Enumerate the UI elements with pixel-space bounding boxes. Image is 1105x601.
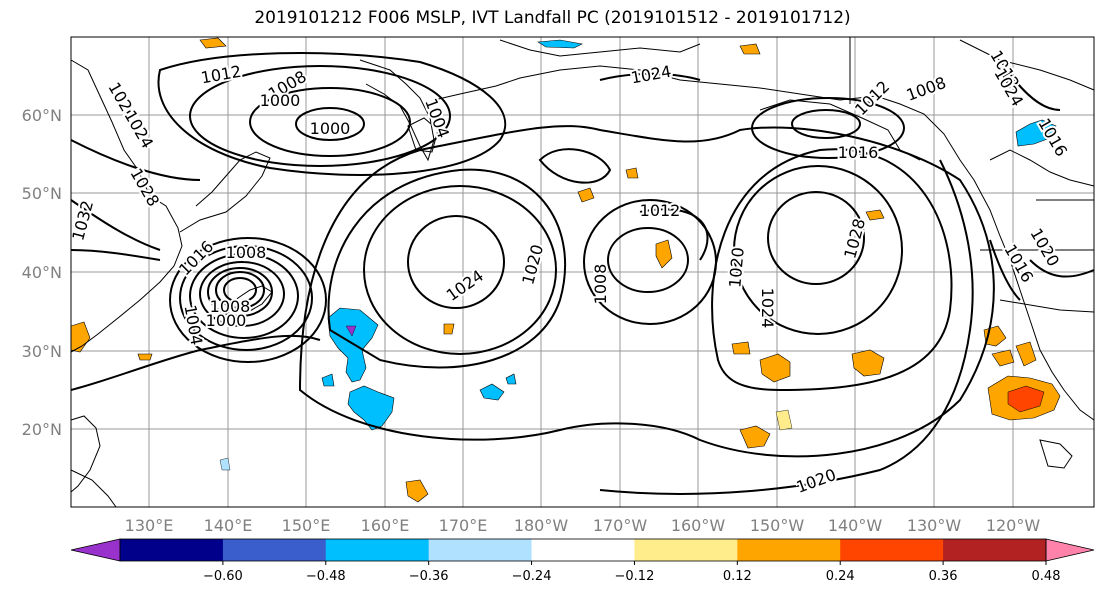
colorbar-tick-label: 0.48: [1032, 569, 1061, 584]
ivt-positive-patch: [991, 349, 1015, 367]
contour-label: 1012: [640, 201, 681, 220]
longitude-label: 150°W: [750, 516, 805, 535]
ivt-positive-patch: [577, 187, 595, 203]
longitude-label: 180°W: [514, 516, 569, 535]
longitude-label: 150°E: [282, 516, 331, 535]
latitude-label: 20°N: [22, 420, 62, 439]
ivt-positive-patch: [739, 43, 761, 55]
mslp-contours: [70, 51, 1095, 495]
colorbar-swatch: [840, 539, 944, 561]
colorbar-tick-label: 0.36: [929, 569, 958, 584]
ivt-positive-patch: [775, 409, 793, 431]
contour-label: 1008: [210, 297, 251, 316]
contour-label: 1008: [591, 264, 610, 305]
latitude-label: 60°N: [22, 106, 62, 125]
latitude-labels: 60°N 50°N 40°N 30°N 20°N: [22, 106, 62, 439]
colorbar-tick-label: −0.12: [615, 569, 655, 584]
colorbar-tick-label: 0.12: [723, 569, 752, 584]
ivt-positive-patch: [851, 349, 885, 377]
latitude-label: 50°N: [22, 184, 62, 203]
colorbar-swatch: [428, 539, 533, 561]
contour-label: 1000: [260, 91, 301, 110]
ivt-positive-patch: [625, 167, 639, 179]
ivt-negative-patch: [219, 457, 231, 471]
contour-label: 1016: [838, 143, 879, 162]
ivt-positive-patch: [1007, 385, 1045, 413]
longitude-label: 130°E: [125, 516, 174, 535]
colorbar: −0.60 −0.48 −0.36 −0.24 −0.12 0.12 0.24 0.36 0.4…: [70, 538, 1095, 584]
map-title: 2019101212 F006 MSLP, IVT Landfall PC (2…: [254, 8, 851, 28]
longitude-label: 170°W: [593, 516, 648, 535]
ivt-positive-patch: [731, 341, 751, 355]
longitude-label: 160°W: [671, 516, 726, 535]
longitude-label: 140°W: [828, 516, 883, 535]
longitude-labels: 130°E 140°E 150°E 160°E 170°E 180°W 170°W 160°W…: [125, 516, 1041, 535]
ivt-negative-patch: [327, 307, 379, 383]
colorbar-tick-label: −0.36: [409, 569, 449, 584]
ivt-negative-patch: [347, 385, 395, 431]
colorbar-tick-label: −0.24: [512, 569, 552, 584]
contour-label: 1024: [758, 288, 777, 329]
colorbar-extend-high: [1045, 538, 1095, 562]
ivt-negative-patch: [505, 373, 517, 385]
ivt-negative-patch: [321, 373, 335, 387]
ivt-positive-patch: [443, 323, 455, 335]
colorbar-swatch: [531, 539, 635, 561]
ivt-negative-patch: [479, 383, 505, 401]
colorbar-swatch: [943, 539, 1047, 561]
colorbar-swatch: [325, 539, 430, 561]
longitude-label: 170°E: [439, 516, 488, 535]
ivt-positive-patch: [137, 353, 153, 361]
colorbar-frame: [119, 538, 1047, 562]
ivt-negative-patch: [345, 325, 357, 337]
colorbar-swatch: [120, 539, 224, 561]
ivt-negative-patch: [1015, 119, 1057, 147]
longitude-label: 130°W: [907, 516, 962, 535]
ivt-positive-patch: [739, 425, 771, 449]
colorbar-tick-label: −0.48: [306, 569, 346, 584]
longitude-label: 140°E: [204, 516, 253, 535]
ivt-positive-patch: [655, 239, 673, 269]
contour-label: 1008: [226, 243, 267, 262]
contour-label: 1020: [725, 246, 747, 288]
ivt-positive-patch: [1015, 341, 1037, 367]
colorbar-tick-label: 0.24: [826, 569, 855, 584]
colorbar-swatch: [737, 539, 841, 561]
latitude-label: 30°N: [22, 342, 62, 361]
ivt-positive-patch: [759, 353, 791, 383]
contour-label: 1000: [310, 119, 351, 138]
contour-label: 1000: [206, 311, 247, 330]
longitude-label: 120°W: [986, 516, 1041, 535]
ivt-positive-patch: [865, 209, 885, 221]
ivt-negative-patch: [537, 39, 583, 49]
colorbar-extend-low: [70, 538, 121, 562]
latitude-label: 40°N: [22, 263, 62, 282]
colorbar-swatch: [222, 539, 327, 561]
ivt-positive-patch: [199, 37, 227, 49]
colorbar-swatch: [634, 539, 738, 561]
colorbar-tick-label: −0.60: [203, 569, 243, 584]
coastlines: [70, 37, 1095, 508]
ivt-shading: [70, 37, 1061, 503]
longitude-label: 160°E: [361, 516, 410, 535]
ivt-positive-patch: [405, 479, 429, 503]
